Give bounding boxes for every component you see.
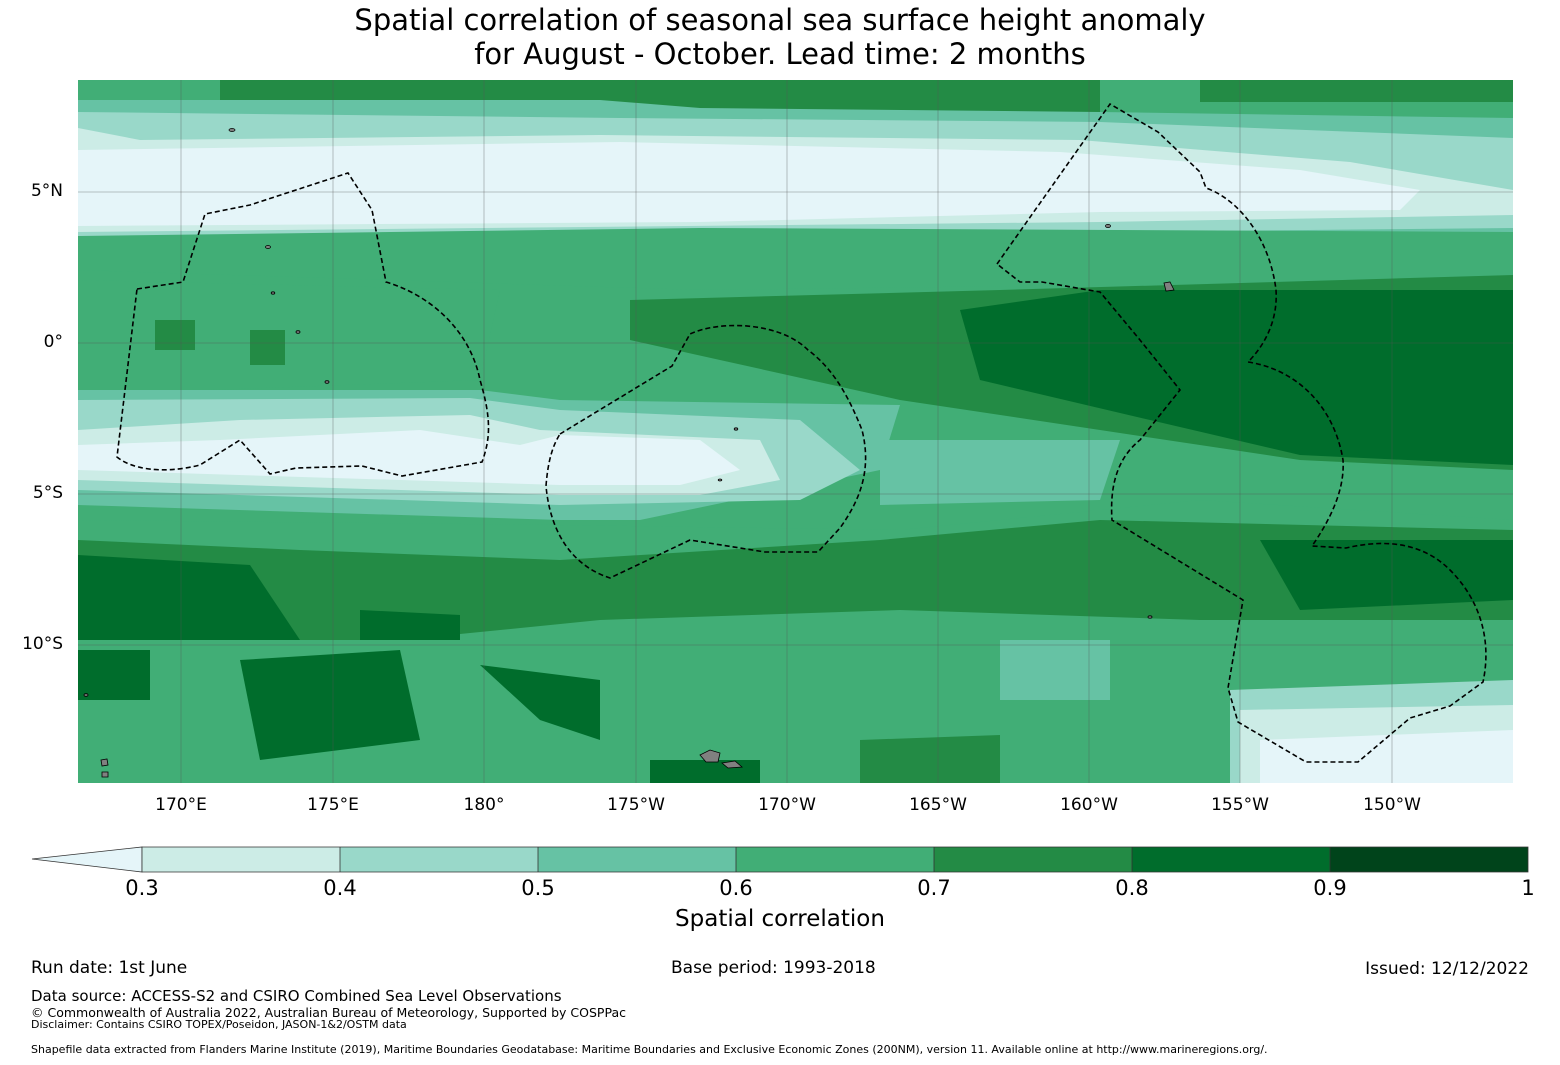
colorbar-tick: 0.4 (323, 876, 357, 900)
lon-label-150w: 150°W (1363, 795, 1421, 815)
maritime-boundaries (116, 102, 1487, 763)
copyright-notice: © Commonwealth of Australia 2022, Austra… (31, 1005, 626, 1020)
lon-label-160w: 160°W (1060, 795, 1118, 815)
issued-date: Issued: 12/12/2022 (1365, 959, 1529, 979)
map-title-line-2: for August - October. Lead time: 2 month… (474, 37, 1086, 71)
colorbar-tick: 0.3 (125, 876, 159, 900)
gridlines (78, 80, 1513, 783)
disclaimer: Disclaimer: Contains CSIRO TOPEX/Poseido… (31, 1018, 407, 1031)
colorbar-tick: 0.5 (521, 876, 555, 900)
lat-label-10s: 10°S (22, 634, 63, 654)
colorbar-tick: 0.7 (917, 876, 951, 900)
map-title-line-1: Spatial correlation of seasonal sea surf… (354, 3, 1206, 37)
colorbar (31, 846, 1529, 873)
colorbar-tick: 0.9 (1313, 876, 1347, 900)
base-period: Base period: 1993-2018 (671, 958, 876, 978)
lon-label-175e: 175°E (307, 795, 359, 815)
lon-label-155w: 155°W (1211, 795, 1269, 815)
lon-label-170e: 170°E (155, 795, 207, 815)
lon-label-165w: 165°W (909, 795, 967, 815)
lon-label-170w: 170°W (758, 795, 816, 815)
lon-label-180: 180° (463, 795, 505, 815)
shapefile-credit: Shapefile data extracted from Flanders M… (31, 1043, 1268, 1056)
run-date: Run date: 1st June (31, 958, 188, 978)
lat-label-5s: 5°S (32, 483, 63, 503)
colorbar-tick: 1 (1521, 876, 1535, 900)
lat-label-5n: 5°N (30, 181, 63, 201)
colorbar-tick: 0.8 (1115, 876, 1149, 900)
land-islands (83, 128, 1175, 778)
lon-label-175w: 175°W (607, 795, 665, 815)
colorbar-tick: 0.6 (719, 876, 753, 900)
correlation-field (78, 80, 1513, 783)
data-source: Data source: ACCESS-S2 and CSIRO Combine… (31, 987, 562, 1005)
lat-label-0: 0° (43, 332, 63, 352)
colorbar-label: Spatial correlation (675, 906, 885, 932)
